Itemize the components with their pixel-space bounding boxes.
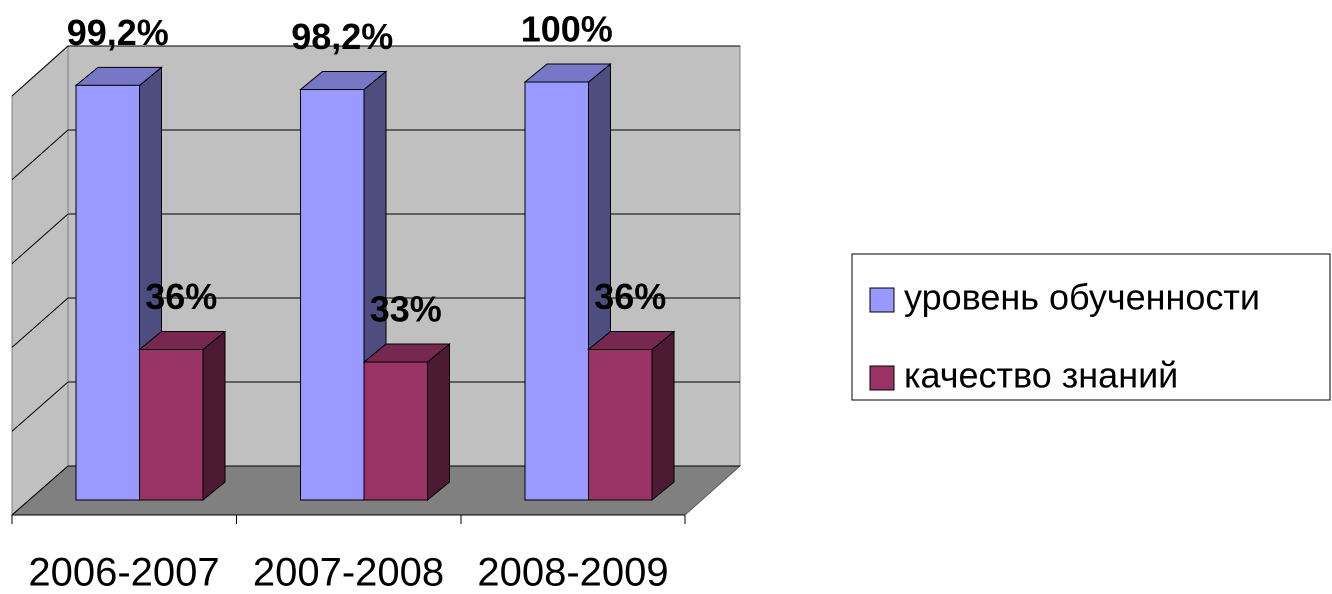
side-wall <box>11 44 69 517</box>
legend-label: качество знаний <box>904 355 1178 396</box>
bar-side <box>202 330 226 502</box>
data-label: 36% <box>145 276 217 317</box>
grid-line <box>11 381 69 432</box>
grid-line <box>11 213 69 264</box>
grid-line <box>11 45 69 97</box>
bar <box>588 349 653 501</box>
legend-swatch <box>869 365 895 391</box>
x-tick-label: 2006-2007 <box>28 551 219 594</box>
data-label: 36% <box>594 276 666 317</box>
bars <box>74 62 676 502</box>
data-label: 33% <box>370 289 442 330</box>
bar-side <box>651 330 675 502</box>
legend <box>851 253 1331 401</box>
bar <box>300 89 365 501</box>
bar <box>363 361 428 501</box>
bar <box>139 349 204 501</box>
bar <box>524 81 589 501</box>
data-label: 99,2% <box>67 12 169 53</box>
bar-side <box>427 343 450 502</box>
grid-line <box>11 465 69 516</box>
data-label: 98,2% <box>291 16 393 57</box>
grid-line <box>11 297 69 348</box>
legend-swatch <box>869 287 895 313</box>
x-tick-label: 2008-2009 <box>477 551 668 594</box>
x-tick-label: 2007-2008 <box>253 551 444 594</box>
legend-label: уровень обученности <box>904 277 1260 318</box>
data-label: 100% <box>521 9 613 50</box>
grid-line <box>11 129 69 181</box>
bar <box>75 84 140 501</box>
